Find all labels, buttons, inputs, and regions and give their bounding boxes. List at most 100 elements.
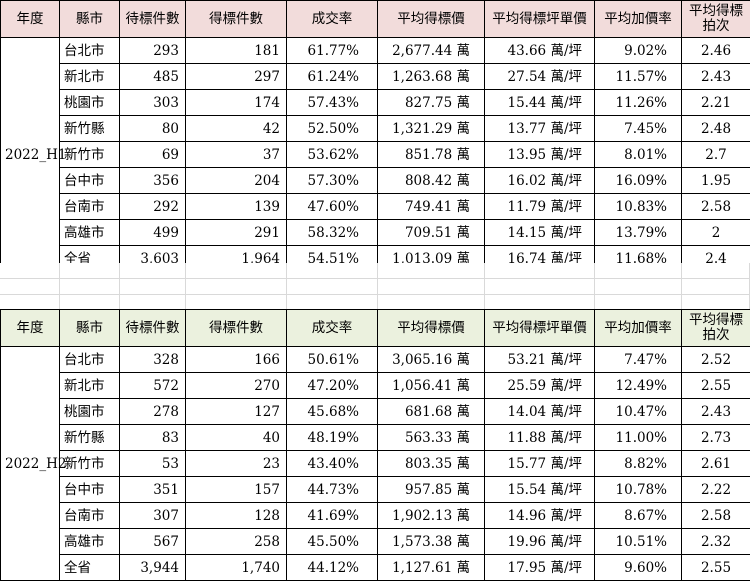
avg-price-cell: 681.68 萬 [378, 399, 485, 425]
city-cell: 新竹縣 [60, 116, 120, 142]
column-header: 平均加價率 [595, 1, 682, 38]
city-cell: 高雄市 [60, 529, 120, 555]
year-cell: 2022_H2 [1, 347, 60, 581]
avg-price-cell: 749.41 萬 [378, 194, 485, 220]
success-rate-cell: 61.24% [287, 64, 378, 90]
won-count-cell: 297 [186, 64, 287, 90]
won-count-cell: 23 [186, 451, 287, 477]
avg-price-cell: 1,127.61 萬 [378, 555, 485, 581]
avg-price-cell: 563.33 萬 [378, 425, 485, 451]
avg-unit-price-cell: 11.79 萬/坪 [485, 194, 595, 220]
avg-unit-price-cell: 25.59 萬/坪 [485, 373, 595, 399]
pending-count-cell: 83 [120, 425, 186, 451]
column-header: 成交率 [287, 310, 378, 347]
avg-unit-price-cell: 11.88 萬/坪 [485, 425, 595, 451]
avg-markup-cell: 9.02% [595, 38, 682, 64]
avg-price-cell: 709.51 萬 [378, 220, 485, 246]
avg-bid-rounds-cell: 2.61 [682, 451, 750, 477]
pending-count-cell: 303 [120, 90, 186, 116]
avg-markup-cell: 10.51% [595, 529, 682, 555]
column-header: 待標件數 [120, 310, 186, 347]
success-rate-cell: 45.68% [287, 399, 378, 425]
column-header: 年度 [1, 310, 60, 347]
avg-price-cell: 808.42 萬 [378, 168, 485, 194]
avg-bid-rounds-cell: 2.48 [682, 116, 750, 142]
won-count-cell: 270 [186, 373, 287, 399]
won-count-cell: 291 [186, 220, 287, 246]
column-header: 縣市 [60, 1, 120, 38]
success-rate-cell: 47.60% [287, 194, 378, 220]
avg-markup-cell: 8.82% [595, 451, 682, 477]
won-count-cell: 42 [186, 116, 287, 142]
avg-price-cell: 3,065.16 萬 [378, 347, 485, 373]
pending-count-cell: 485 [120, 64, 186, 90]
success-rate-cell: 61.77% [287, 38, 378, 64]
column-header: 年度 [1, 1, 60, 38]
success-rate-cell: 47.20% [287, 373, 378, 399]
pending-count-cell: 53 [120, 451, 186, 477]
avg-markup-cell: 10.78% [595, 477, 682, 503]
city-cell: 全省 [60, 555, 120, 581]
avg-unit-price-cell: 53.21 萬/坪 [485, 347, 595, 373]
avg-bid-rounds-cell: 2.73 [682, 425, 750, 451]
avg-markup-cell: 11.57% [595, 64, 682, 90]
column-header: 縣市 [60, 310, 120, 347]
city-cell: 台北市 [60, 38, 120, 64]
avg-price-cell: 957.85 萬 [378, 477, 485, 503]
avg-unit-price-cell: 13.95 萬/坪 [485, 142, 595, 168]
pending-count-cell: 292 [120, 194, 186, 220]
city-cell: 台南市 [60, 503, 120, 529]
success-rate-cell: 57.43% [287, 90, 378, 116]
avg-price-cell: 1,321.29 萬 [378, 116, 485, 142]
won-count-cell: 174 [186, 90, 287, 116]
avg-bid-rounds-cell: 2.43 [682, 64, 750, 90]
success-rate-cell: 53.62% [287, 142, 378, 168]
avg-unit-price-cell: 13.77 萬/坪 [485, 116, 595, 142]
city-cell: 新竹市 [60, 142, 120, 168]
avg-bid-rounds-cell: 2.58 [682, 194, 750, 220]
spreadsheet-gap [0, 263, 750, 309]
avg-markup-cell: 7.47% [595, 347, 682, 373]
avg-markup-cell: 9.60% [595, 555, 682, 581]
avg-bid-rounds-cell: 2.21 [682, 90, 750, 116]
pending-count-cell: 328 [120, 347, 186, 373]
avg-unit-price-cell: 15.44 萬/坪 [485, 90, 595, 116]
won-count-cell: 37 [186, 142, 287, 168]
won-count-cell: 139 [186, 194, 287, 220]
won-count-cell: 166 [186, 347, 287, 373]
avg-unit-price-cell: 17.95 萬/坪 [485, 555, 595, 581]
avg-bid-rounds-cell: 2.22 [682, 477, 750, 503]
success-rate-cell: 52.50% [287, 116, 378, 142]
avg-unit-price-cell: 16.02 萬/坪 [485, 168, 595, 194]
avg-markup-cell: 12.49% [595, 373, 682, 399]
success-rate-cell: 44.12% [287, 555, 378, 581]
avg-price-cell: 827.75 萬 [378, 90, 485, 116]
avg-bid-rounds-cell: 2.46 [682, 38, 750, 64]
avg-markup-cell: 8.67% [595, 503, 682, 529]
pending-count-cell: 572 [120, 373, 186, 399]
avg-bid-rounds-cell: 2.7 [682, 142, 750, 168]
success-rate-cell: 58.32% [287, 220, 378, 246]
column-header: 平均得標價 [378, 310, 485, 347]
pending-count-cell: 278 [120, 399, 186, 425]
column-header: 成交率 [287, 1, 378, 38]
avg-price-cell: 803.35 萬 [378, 451, 485, 477]
pending-count-cell: 293 [120, 38, 186, 64]
city-cell: 新竹市 [60, 451, 120, 477]
pending-count-cell: 69 [120, 142, 186, 168]
header-row: 年度縣市待標件數得標件數成交率平均得標價平均得標坪單價平均加價率平均得標拍次 [1, 1, 750, 38]
pending-count-cell: 307 [120, 503, 186, 529]
won-count-cell: 204 [186, 168, 287, 194]
